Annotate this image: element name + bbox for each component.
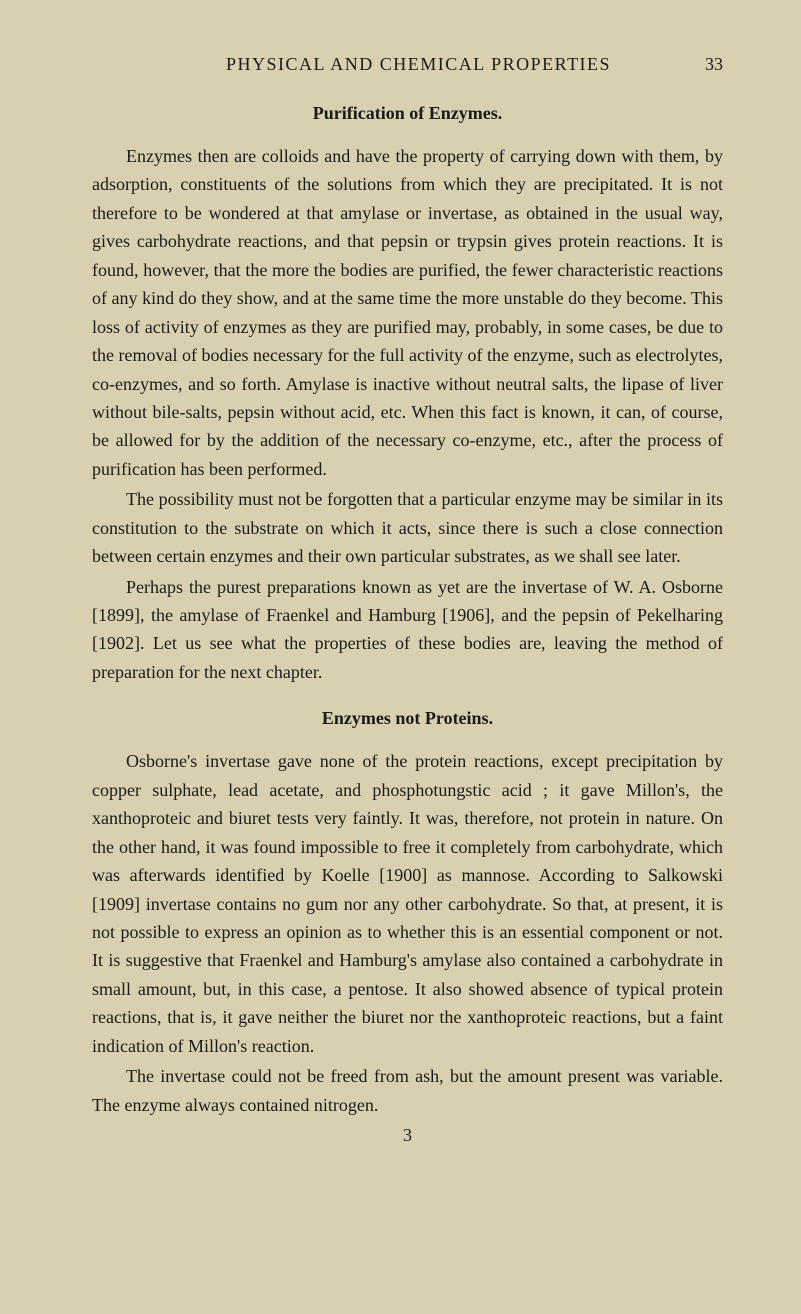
- section-heading-not-proteins: Enzymes not Proteins.: [92, 708, 723, 729]
- body-paragraph: Enzymes then are colloids and have the p…: [92, 142, 723, 483]
- running-head: PHYSICAL AND CHEMICAL PROPERTIES: [132, 54, 705, 75]
- page-number: 33: [705, 54, 723, 75]
- body-paragraph: Perhaps the purest preparations known as…: [92, 573, 723, 687]
- footer-signature-mark: 3: [92, 1125, 723, 1146]
- body-paragraph: The possibility must not be forgotten th…: [92, 485, 723, 570]
- page-header: PHYSICAL AND CHEMICAL PROPERTIES 33: [92, 54, 723, 75]
- section-heading-purification: Purification of Enzymes.: [92, 103, 723, 124]
- body-paragraph: Osborne's invertase gave none of the pro…: [92, 747, 723, 1060]
- body-paragraph: The invertase could not be freed from as…: [92, 1062, 723, 1119]
